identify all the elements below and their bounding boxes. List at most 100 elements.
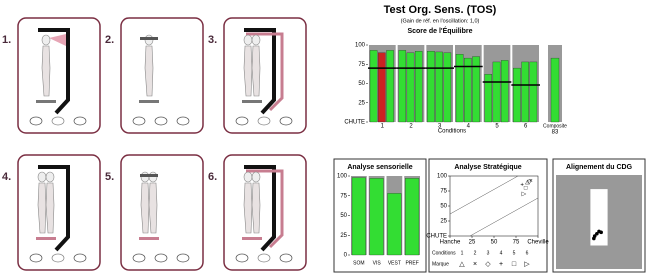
head — [37, 171, 47, 183]
x-tick-label: 3 — [438, 124, 442, 130]
x-tick-label: SOM — [353, 260, 364, 266]
bar — [406, 52, 415, 123]
x-tick-label: 2 — [409, 124, 413, 130]
sense-icon — [257, 253, 271, 263]
body — [37, 182, 47, 234]
bar — [513, 67, 521, 123]
x-tick-label: 25 — [469, 240, 476, 246]
panel-frame — [223, 154, 307, 271]
sense-icon — [51, 253, 65, 263]
bar — [398, 50, 407, 123]
diagonal — [469, 197, 539, 237]
bar — [550, 57, 560, 123]
platform — [36, 100, 56, 103]
enclosure — [38, 28, 70, 115]
body — [251, 45, 261, 97]
sense-icon — [73, 253, 87, 263]
title: Test Org. Sens. (TOS) — [384, 4, 497, 16]
x-tick-label: 5 — [495, 124, 499, 130]
point: ◇ — [527, 179, 532, 185]
visual-cone — [49, 34, 66, 46]
y-tick-label: 25 — [358, 100, 365, 106]
blindfold — [140, 37, 158, 40]
sense-icon — [132, 116, 146, 126]
sense-icon — [235, 253, 249, 263]
bar — [405, 178, 420, 256]
diagonal — [449, 175, 519, 215]
y-tick-label: 100 — [337, 174, 348, 180]
y-tick-label: 100 — [355, 43, 366, 49]
y-tick-label: 100 — [437, 174, 448, 180]
bar — [369, 50, 378, 123]
body — [45, 182, 55, 234]
bar — [351, 177, 366, 256]
legend-marker: × — [473, 261, 477, 268]
y-tick-label: CHUTE — [344, 120, 365, 126]
panel-number: 1. — [2, 34, 11, 46]
head — [243, 171, 253, 183]
condition-panels: 1. 2. 3. 4. 5. 6. — [2, 17, 307, 271]
x-tick-label: PREF — [405, 260, 418, 266]
y-tick-label: 25 — [340, 233, 347, 239]
sense-icon — [29, 253, 43, 263]
blindfold — [140, 174, 158, 177]
bar — [500, 60, 509, 123]
bar — [472, 56, 480, 123]
x-tick-label: 6 — [524, 124, 528, 130]
chart-title: Alignement du CDG — [566, 164, 633, 171]
body — [41, 45, 51, 97]
legend-title: Conditions — [432, 250, 456, 256]
bar — [443, 52, 452, 123]
sense-icon — [29, 116, 43, 126]
chart-title: Analyse sensorielle — [347, 164, 412, 171]
sense-icon — [132, 253, 146, 263]
head — [41, 34, 51, 46]
body — [243, 182, 253, 234]
cdg-zone — [590, 189, 608, 246]
panel-number: 5. — [105, 171, 114, 183]
panel-frame — [120, 17, 204, 134]
body — [144, 45, 154, 97]
bar — [455, 54, 464, 123]
sense-icon — [51, 116, 65, 126]
body — [148, 182, 158, 234]
y-tick-label: 0 — [344, 253, 348, 259]
body — [243, 45, 253, 97]
enclosure — [38, 165, 70, 252]
platform — [242, 100, 262, 103]
sense-icon — [235, 116, 249, 126]
x-tick-label: Cheville — [527, 240, 549, 246]
x-tick-label: 4 — [467, 124, 471, 130]
legend-label: 3 — [487, 250, 490, 256]
head — [251, 34, 261, 46]
sense-icon — [176, 253, 190, 263]
bar — [387, 193, 402, 256]
y-tick-label: 75 — [440, 189, 447, 195]
point: + — [520, 183, 524, 189]
panel-frame — [17, 17, 101, 134]
sense-icon — [154, 116, 168, 126]
bar — [492, 61, 501, 123]
point: × — [529, 178, 533, 184]
enclosure — [244, 28, 276, 115]
x-tick-label: 75 — [513, 240, 520, 246]
panel-frame — [223, 17, 307, 134]
x-tick-label: VEST — [388, 260, 401, 266]
sense-icon — [154, 253, 168, 263]
y-tick-label: CHUTE — [426, 234, 447, 240]
chart-title: Analyse Stratégique — [454, 164, 521, 171]
x-tick-label: 50 — [491, 240, 498, 246]
bar — [484, 74, 493, 123]
sense-icon — [257, 116, 271, 126]
panel-number: 2. — [105, 34, 114, 46]
head — [45, 171, 55, 183]
platform — [139, 100, 159, 103]
chart-title: Score de l'Équilibre — [407, 26, 472, 35]
bar — [378, 52, 386, 123]
bar — [414, 51, 423, 123]
bar — [427, 51, 435, 123]
composite-value: 83 — [552, 130, 559, 136]
bar — [529, 61, 538, 123]
legend-label: 5 — [513, 250, 516, 256]
legend-marker: □ — [512, 261, 517, 268]
